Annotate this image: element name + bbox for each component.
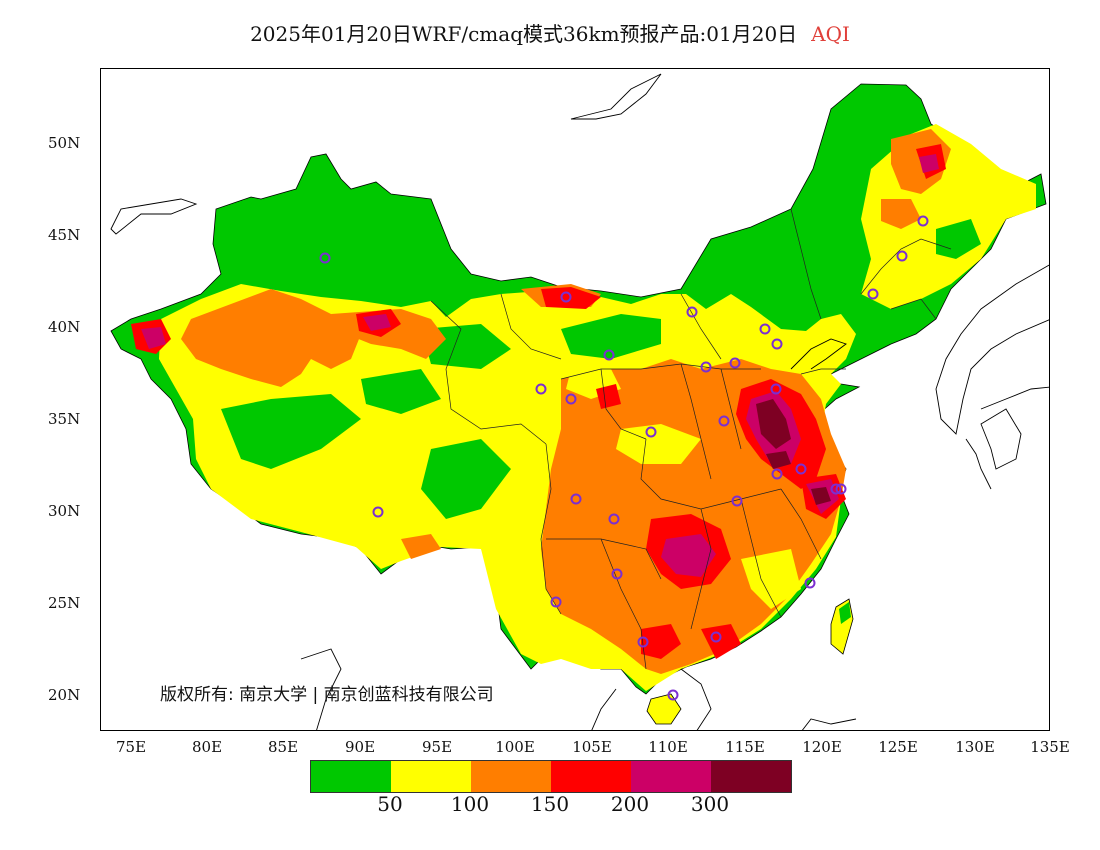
color-legend [310,760,792,793]
lon-label-90e: 90E [344,738,376,756]
legend-swatch-5 [711,761,791,792]
lon-label-95e: 95E [421,738,453,756]
map-title: 2025年01月20日WRF/cmaq模式36km预报产品:01月20日 AQI [0,18,1100,47]
lon-label-110e: 110E [648,738,688,756]
lon-label-105e: 105E [572,738,612,756]
lat-label-30n: 30N [48,502,81,520]
aqi-maroon-region [756,399,791,449]
legend-label-100: 100 [450,792,490,816]
legend-label-200: 200 [610,792,650,816]
lat-label-45n: 45N [48,226,81,244]
lon-label-80e: 80E [191,738,223,756]
lat-label-25n: 25N [48,594,81,612]
lon-label-85e: 85E [267,738,299,756]
lon-label-135e: 135E [1030,738,1070,756]
province-borders [430,208,952,670]
lat-label-20n: 20N [48,686,81,704]
city-stations [319,215,929,701]
legend-label-50: 50 [377,792,403,816]
map-title-main: 2025年01月20日WRF/cmaq模式36km预报产品:01月20日 [250,22,798,46]
copyright-notice: 版权所有: 南京大学 | 南京创蓝科技有限公司 [160,685,494,705]
lat-label-35n: 35N [48,410,81,428]
lat-label-50n: 50N [48,134,81,152]
lat-label-40n: 40N [48,318,81,336]
lon-label-75e: 75E [115,738,147,756]
coastlines [110,73,1049,730]
legend-swatch-2 [471,761,551,792]
lon-label-100e: 100E [495,738,535,756]
lon-label-115e: 115E [725,738,765,756]
legend-swatch-1 [391,761,471,792]
legend-swatch-0 [311,761,391,792]
lon-label-120e: 120E [802,738,842,756]
legend-label-150: 150 [530,792,570,816]
hainan-island [646,693,682,725]
legend-swatch-4 [631,761,711,792]
map-title-product: AQI [811,22,850,46]
lon-label-125e: 125E [878,738,918,756]
legend-label-300: 300 [690,792,730,816]
aqi-map [110,73,1049,730]
map-frame [100,68,1050,731]
legend-swatch-3 [551,761,631,792]
lon-label-130e: 130E [955,738,995,756]
